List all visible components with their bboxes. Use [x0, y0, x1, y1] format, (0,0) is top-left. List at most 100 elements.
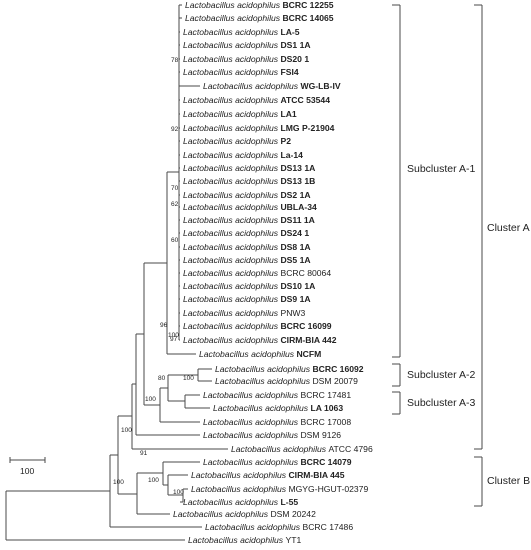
tip-label-strain: BCRC 17481	[300, 390, 351, 400]
tip-label-strain: ATCC 4796	[328, 444, 372, 454]
tip-label: Lactobacillus acidophilus DS9 1A	[183, 294, 311, 304]
tip-label-strain: LA 1063	[310, 403, 343, 413]
bootstrap-value: 96	[160, 322, 168, 329]
cluster-brackets	[392, 4, 483, 507]
bootstrap-value: 100	[148, 477, 159, 484]
tip-label: Lactobacillus acidophilus DS1 1A	[183, 40, 311, 50]
tip-labels: Lactobacillus acidophilus BCRC 12255Lact…	[173, 0, 373, 545]
tip-label-species: Lactobacillus acidophilus	[183, 95, 280, 105]
tip-label-species: Lactobacillus acidophilus	[183, 281, 280, 291]
tip-label-species: Lactobacillus acidophilus	[231, 444, 328, 454]
bootstrap-value: 100	[145, 396, 156, 403]
subcluster-a1-label: Subcluster A-1	[407, 163, 475, 175]
tip-label: Lactobacillus acidophilus DSM 9126	[203, 430, 341, 440]
tip-label: Lactobacillus acidophilus BCRC 17008	[203, 417, 351, 427]
tip-label-strain: MGYG-HGUT-02379	[288, 484, 368, 494]
scale-bar: 100	[9, 457, 46, 476]
tip-label-strain: DS5 1A	[280, 255, 310, 265]
tip-label-strain: DSM 9126	[300, 430, 341, 440]
tip-label-species: Lactobacillus acidophilus	[183, 202, 280, 212]
tip-label-species: Lactobacillus acidophilus	[183, 123, 280, 133]
bootstrap-value: 80	[158, 375, 166, 382]
tip-label: Lactobacillus acidophilus BCRC 80064	[183, 268, 331, 278]
tip-label: Lactobacillus acidophilus DS13 1B	[183, 176, 315, 186]
tip-label-strain: BCRC 17008	[300, 417, 351, 427]
tip-label: Lactobacillus acidophilus LA-5	[183, 27, 300, 37]
tip-label-strain: DS1 1A	[280, 40, 310, 50]
tip-label: Lactobacillus acidophilus DS8 1A	[183, 242, 311, 252]
tip-label: Lactobacillus acidophilus BCRC 14065	[185, 13, 334, 23]
tip-label-strain: LMG P-21904	[280, 123, 334, 133]
tip-label-species: Lactobacillus acidophilus	[183, 255, 280, 265]
tip-label-strain: LA-5	[280, 27, 299, 37]
tip-label-species: Lactobacillus acidophilus	[183, 176, 280, 186]
cluster-labels: Subcluster A-1 Subcluster A-2 Subcluster…	[407, 163, 530, 487]
tip-label: Lactobacillus acidophilus BCRC 17481	[203, 390, 351, 400]
tip-label: Lactobacillus acidophilus ATCC 4796	[231, 444, 373, 454]
tip-label: Lactobacillus acidophilus BCRC 16092	[215, 364, 364, 374]
bootstrap-value: 100	[168, 332, 179, 339]
tip-label: Lactobacillus acidophilus DS5 1A	[183, 255, 311, 265]
tip-label-species: Lactobacillus acidophilus	[183, 242, 280, 252]
tip-label-strain: DS13 1B	[280, 176, 315, 186]
subcluster-a2-label: Subcluster A-2	[407, 369, 475, 381]
tip-label-species: Lactobacillus acidophilus	[203, 430, 300, 440]
tip-label: Lactobacillus acidophilus DSM 20079	[215, 376, 358, 386]
bootstrap-value: 91	[140, 450, 148, 457]
tip-label-species: Lactobacillus acidophilus	[203, 390, 300, 400]
tip-label-strain: BCRC 16099	[280, 321, 331, 331]
tip-label: Lactobacillus acidophilus CIRM-BIA 442	[183, 335, 337, 345]
tip-label: Lactobacillus acidophilus UBLA-34	[183, 202, 317, 212]
tip-label-strain: BCRC 80064	[280, 268, 331, 278]
tip-label-strain: DS13 1A	[280, 163, 315, 173]
tip-label-strain: WG-LB-IV	[300, 81, 340, 91]
tip-label: Lactobacillus acidophilus BCRC 12255	[185, 0, 334, 10]
tip-label-strain: DS20 1	[280, 54, 309, 64]
tip-label: Lactobacillus acidophilus NCFM	[199, 349, 321, 359]
tip-label-species: Lactobacillus acidophilus	[183, 27, 280, 37]
tip-label: Lactobacillus acidophilus DS20 1	[183, 54, 309, 64]
tip-label-strain: UBLA-34	[280, 202, 317, 212]
tip-label-strain: DSM 20079	[312, 376, 358, 386]
tip-label-strain: CIRM-BIA 445	[288, 470, 344, 480]
tip-label-species: Lactobacillus acidophilus	[183, 321, 280, 331]
bootstrap-value: 62	[171, 201, 179, 208]
tip-label-strain: CIRM-BIA 442	[280, 335, 336, 345]
tip-label-species: Lactobacillus acidophilus	[183, 215, 280, 225]
cluster-b-label: Cluster B	[487, 475, 530, 487]
cluster-a-label: Cluster A	[487, 222, 530, 234]
tip-label: Lactobacillus acidophilus LA1	[183, 109, 297, 119]
tip-label-strain: DS10 1A	[280, 281, 315, 291]
tip-label-strain: P2	[280, 136, 291, 146]
tip-label-strain: FSI4	[280, 67, 298, 77]
scale-bar-label: 100	[20, 466, 34, 476]
tip-label-species: Lactobacillus acidophilus	[183, 190, 280, 200]
tip-label: Lactobacillus acidophilus BCRC 17486	[205, 522, 353, 532]
tip-label-species: Lactobacillus acidophilus	[173, 509, 270, 519]
bootstrap-value: 100	[173, 489, 184, 496]
tip-label-strain: PNW3	[280, 308, 305, 318]
tip-label: Lactobacillus acidophilus FSI4	[183, 67, 299, 77]
bootstrap-value: 70	[171, 185, 179, 192]
tip-label: Lactobacillus acidophilus L-55	[183, 497, 298, 507]
tip-label-species: Lactobacillus acidophilus	[183, 67, 280, 77]
tip-label-strain: BCRC 16092	[312, 364, 363, 374]
tip-label-species: Lactobacillus acidophilus	[183, 150, 280, 160]
tip-label-species: Lactobacillus acidophilus	[203, 457, 300, 467]
tip-label-strain: NCFM	[296, 349, 321, 359]
tip-label-species: Lactobacillus acidophilus	[191, 470, 288, 480]
tip-label: Lactobacillus acidophilus MGYG-HGUT-0237…	[191, 484, 368, 494]
tip-label-strain: DSM 20242	[270, 509, 316, 519]
tip-label: Lactobacillus acidophilus DS10 1A	[183, 281, 315, 291]
tip-label: Lactobacillus acidophilus DS13 1A	[183, 163, 315, 173]
bootstrap-value: 100	[113, 479, 124, 486]
tip-label: Lactobacillus acidophilus La-14	[183, 150, 303, 160]
tip-label-species: Lactobacillus acidophilus	[185, 0, 282, 10]
tip-label: Lactobacillus acidophilus LA 1063	[213, 403, 343, 413]
bootstrap-value: 92	[171, 126, 179, 133]
tip-label-strain: BCRC 14065	[282, 13, 333, 23]
tip-label-species: Lactobacillus acidophilus	[183, 294, 280, 304]
tip-label-strain: DS11 1A	[280, 215, 314, 225]
subcluster-a3-label: Subcluster A-3	[407, 397, 475, 409]
